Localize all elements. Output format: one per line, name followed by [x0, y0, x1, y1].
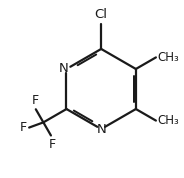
Text: N: N [96, 123, 106, 137]
Text: CH₃: CH₃ [157, 114, 179, 127]
Text: F: F [20, 121, 27, 134]
Text: Cl: Cl [95, 8, 108, 21]
Text: CH₃: CH₃ [157, 51, 179, 64]
Text: N: N [58, 62, 68, 75]
Text: F: F [31, 94, 38, 107]
Text: F: F [48, 138, 55, 151]
